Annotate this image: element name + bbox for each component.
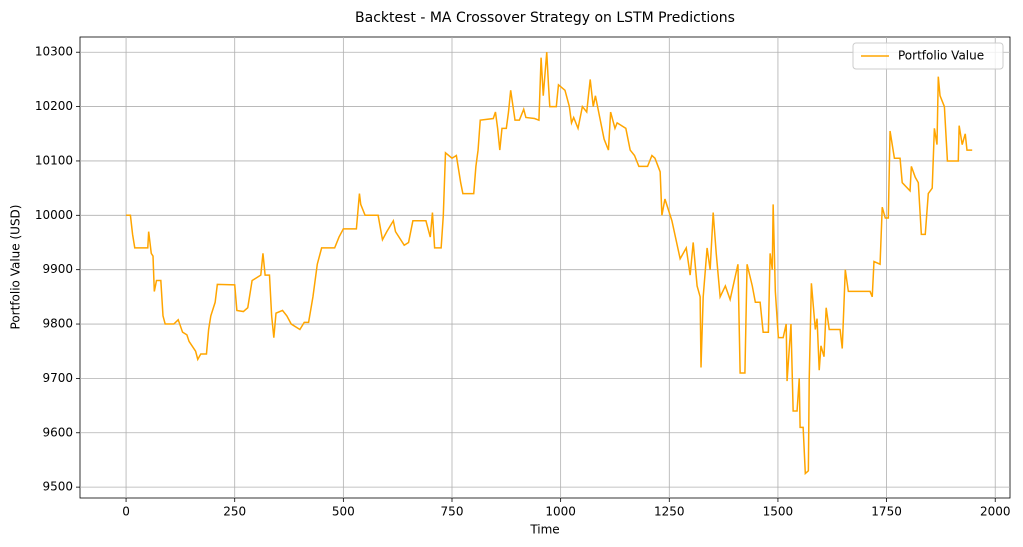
chart-title: Backtest - MA Crossover Strategy on LSTM… bbox=[355, 10, 735, 26]
y-tick-label: 9500 bbox=[42, 480, 73, 494]
y-tick-label: 10300 bbox=[35, 45, 73, 59]
y-tick-label: 9700 bbox=[42, 371, 73, 385]
x-tick-label: 500 bbox=[332, 505, 355, 519]
y-tick-label: 10200 bbox=[35, 99, 73, 113]
plot-frame bbox=[79, 36, 1011, 499]
x-tick-label: 1250 bbox=[654, 505, 685, 519]
x-tick-label: 750 bbox=[441, 505, 464, 519]
legend-label: Portfolio Value bbox=[898, 49, 984, 63]
x-tick-label: 2000 bbox=[980, 505, 1011, 519]
x-tick-label: 0 bbox=[122, 505, 130, 519]
x-tick-label: 250 bbox=[223, 505, 246, 519]
x-axis-label: Time bbox=[529, 523, 559, 537]
y-tick-label: 9900 bbox=[42, 262, 73, 276]
x-tick-label: 1500 bbox=[763, 505, 794, 519]
y-tick-label: 9800 bbox=[42, 317, 73, 331]
y-tick-label: 10000 bbox=[35, 208, 73, 222]
data-line bbox=[126, 52, 973, 476]
y-tick-label: 10100 bbox=[35, 153, 73, 167]
y-tick-label: 9600 bbox=[42, 425, 73, 439]
legend-box bbox=[852, 42, 1004, 70]
y-axis-label: Portfolio Value (USD) bbox=[9, 205, 23, 330]
x-tick-label: 1000 bbox=[545, 505, 576, 519]
x-tick-label: 1750 bbox=[871, 505, 902, 519]
